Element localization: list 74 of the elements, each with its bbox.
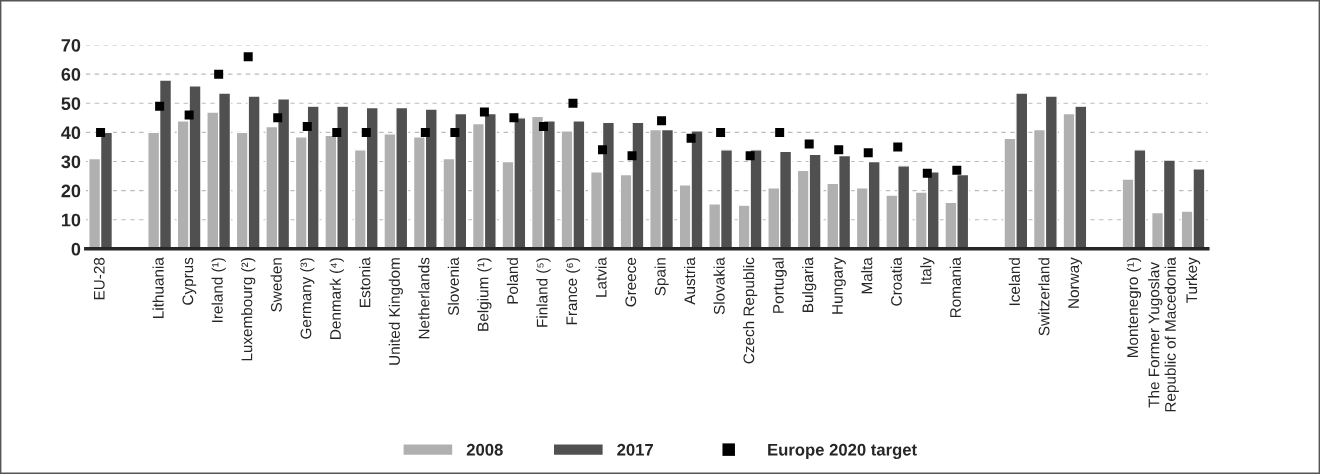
point [922,168,932,178]
x-tick-label: Sweden [270,258,282,312]
y-tick-label: 70 [61,38,81,52]
x-tick-label: Belgium (¹) [477,258,492,331]
y-tick-label: 10 [61,213,81,227]
x-tick-label: Malta [861,257,873,294]
point [804,139,814,149]
point [775,127,785,137]
point [214,69,224,79]
point [834,145,844,155]
x-tick-label: Switzerland [1038,258,1050,336]
point [745,151,755,161]
x-tick-label: Poland [506,258,519,304]
x-tick-label: The Former Yugoslav Republic of Macedonia [1148,257,1179,412]
x-tick-label: Iceland [1008,258,1020,306]
x-tick-label: Estonia [359,257,371,307]
point [952,165,962,175]
x-tick-label: Hungary [832,257,846,314]
point [479,107,489,117]
x-tick-label: Slovakia [713,257,725,315]
x-tick-label: United Kingdom [388,258,403,365]
point [657,116,667,126]
point [598,145,608,155]
point [863,148,873,158]
x-tick-label: Czech Republic [743,257,758,364]
point [538,122,548,132]
x-tick-label: Spain [654,258,669,296]
x-tick-label: Norway [1068,257,1083,308]
x-tick-label: Montenegro (¹) [1126,258,1142,357]
point [686,133,696,143]
x-tick-label: Latvia [595,257,607,297]
y-tick-label: 0 [71,242,81,256]
x-tick-label: Italy [920,257,935,284]
point [155,101,165,111]
point [302,122,312,132]
x-tick-label: EU-28 [93,257,105,300]
x-tick-label: Croatia [890,257,902,306]
x-tick-label: Slovenia [447,257,459,316]
x-tick-label: Luxembourg (²) [241,258,256,361]
legend-label: 2008 [466,443,503,456]
x-tick-label: Ireland (¹) [211,258,226,322]
x-tick-label: Denmark (⁴) [329,258,344,339]
point [332,127,342,137]
point [509,113,519,123]
y-tick-label: 30 [61,155,81,169]
y-tick-label: 50 [61,97,81,110]
x-tick-label: Greece [625,257,637,307]
x-tick-label: France (⁶) [565,258,581,325]
point [716,127,726,137]
x-tick-label: Bulgaria [802,257,817,312]
y-tick-label: 60 [61,68,81,81]
point [361,127,371,137]
x-tick-label: Austria [683,257,696,305]
x-tick-label: Lithuania [152,257,164,318]
point [273,113,283,123]
x-tick-label: Germany (³) [300,258,315,339]
x-tick-label: Netherlands [418,257,430,339]
x-tick-label: Turkey [1185,257,1201,303]
x-tick-label: Cyprus [182,257,197,305]
point [420,127,430,137]
y-tick-label: 40 [61,126,81,140]
x-tick-label: Portugal [772,258,787,313]
point [568,98,578,108]
legend-label: Europe 2020 target [768,443,917,459]
point [450,127,460,137]
point [184,110,194,120]
x-tick-label: Finland (⁵) [536,258,551,327]
y-tick-label: 20 [61,184,81,198]
point [893,142,903,152]
point [96,127,106,137]
point [627,151,637,161]
point [243,52,253,62]
x-tick-label: Romania [949,257,961,318]
legend-label: 2017 [617,443,653,456]
